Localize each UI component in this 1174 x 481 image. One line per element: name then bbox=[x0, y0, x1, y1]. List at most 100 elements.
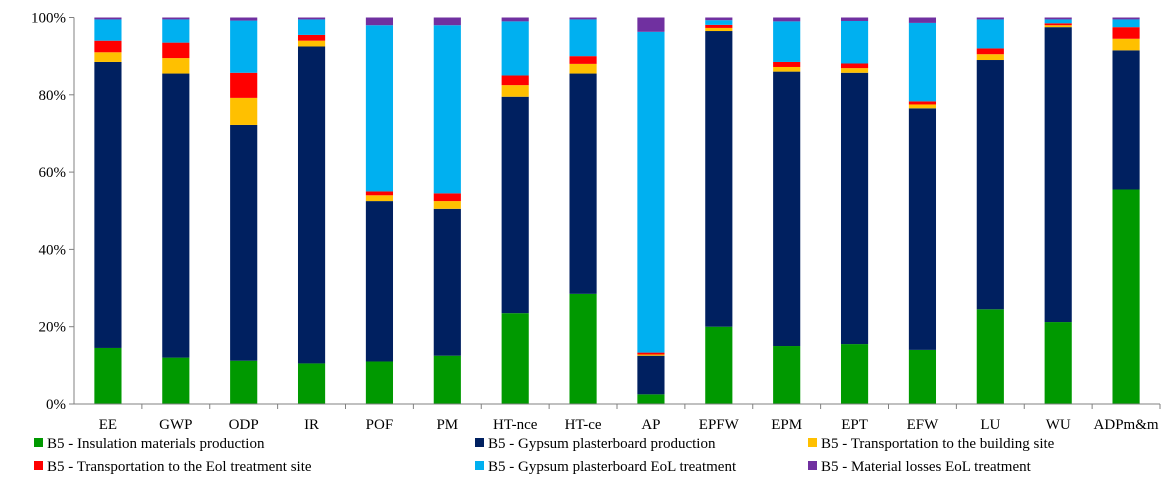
bar-segment bbox=[1044, 25, 1072, 28]
bar-segment bbox=[840, 68, 869, 73]
legend-swatch bbox=[808, 461, 817, 470]
bar-segment bbox=[365, 195, 394, 202]
bar-segment bbox=[162, 17, 190, 20]
bar-segment bbox=[162, 357, 190, 404]
bar-segment bbox=[1112, 27, 1140, 39]
x-tick-label: PM bbox=[436, 417, 458, 433]
bar-segment bbox=[976, 60, 1004, 310]
bar-segment bbox=[569, 293, 597, 404]
bar-segment bbox=[230, 20, 258, 73]
bar-segment bbox=[705, 24, 733, 28]
bar-segment bbox=[365, 17, 394, 26]
bar-segment bbox=[297, 46, 326, 364]
bar-segment bbox=[569, 73, 597, 294]
bar-segment bbox=[773, 346, 801, 404]
x-tick-label: GWP bbox=[159, 417, 192, 433]
bar-segment bbox=[773, 66, 801, 72]
y-axis: 0% 20% 40% 60% 80% 100% bbox=[31, 11, 75, 413]
x-tick-label: ADPm&m bbox=[1094, 417, 1159, 433]
bar-segment bbox=[365, 25, 394, 192]
bar-segment bbox=[501, 21, 529, 76]
bar-segment bbox=[569, 17, 597, 20]
x-tick-label: WU bbox=[1046, 417, 1071, 433]
bar-segment bbox=[976, 54, 1004, 61]
x-tick-label: HT-nce bbox=[493, 417, 538, 433]
bar-segment bbox=[94, 52, 122, 62]
x-tick-label: HT-ce bbox=[565, 417, 602, 433]
legend-swatch bbox=[475, 461, 484, 470]
legend: B5 - Insulation materials production B5 -… bbox=[34, 436, 1055, 475]
x-tick-label: POF bbox=[366, 417, 394, 433]
bar-segment bbox=[230, 360, 258, 404]
bar-segment bbox=[162, 73, 190, 358]
bar-segment bbox=[773, 17, 801, 22]
bar-segment bbox=[908, 108, 937, 350]
bar-segment bbox=[840, 72, 869, 345]
bar-segment bbox=[637, 355, 665, 395]
x-tick-label: IR bbox=[304, 417, 319, 433]
bar-segment bbox=[840, 63, 869, 69]
bar-segment bbox=[908, 22, 937, 102]
bar-segment bbox=[501, 96, 529, 314]
bar-segment bbox=[230, 97, 258, 125]
x-axis: EE GWP ODP IR POF PM HT-nce HT-ce AP EPFW EPM EPT EF… bbox=[74, 403, 1161, 433]
y-tick-label: 60% bbox=[39, 165, 67, 181]
bar-segment bbox=[1112, 17, 1140, 20]
bar-segment bbox=[976, 309, 1004, 404]
y-tick-label: 40% bbox=[39, 242, 67, 258]
bar-segment bbox=[908, 104, 937, 109]
bar-segment bbox=[637, 17, 665, 32]
bar-segment bbox=[1044, 19, 1072, 24]
bar-segment bbox=[637, 31, 665, 353]
bar-segment bbox=[976, 48, 1004, 55]
bars-group bbox=[94, 17, 1140, 404]
x-tick-label: EPT bbox=[841, 417, 868, 433]
bar-segment bbox=[705, 20, 733, 25]
bar-segment bbox=[433, 355, 461, 404]
bar-segment bbox=[705, 31, 733, 327]
bar-segment bbox=[297, 34, 326, 41]
x-tick-label: EPFW bbox=[699, 417, 740, 433]
bar-segment bbox=[908, 17, 937, 23]
legend-swatch bbox=[34, 438, 43, 447]
legend-label: B5 - Gypsum plasterboard production bbox=[488, 436, 716, 452]
x-tick-label: EPM bbox=[771, 417, 802, 433]
y-tick-label: 0% bbox=[46, 397, 66, 413]
bar-segment bbox=[230, 124, 258, 361]
bar-segment bbox=[365, 361, 394, 404]
bar-segment bbox=[162, 58, 190, 74]
bar-segment bbox=[94, 40, 122, 53]
bar-segment bbox=[297, 17, 326, 20]
legend-label: B5 - Insulation materials production bbox=[47, 436, 265, 452]
bar-segment bbox=[840, 20, 869, 64]
x-tick-label: AP bbox=[641, 417, 660, 433]
y-tick-label: 80% bbox=[39, 88, 67, 104]
legend-label: B5 - Material losses EoL treatment bbox=[821, 459, 1032, 475]
bar-segment bbox=[433, 201, 461, 209]
bar-segment bbox=[162, 42, 190, 59]
bar-segment bbox=[94, 61, 122, 348]
bar-segment bbox=[705, 27, 733, 32]
bar-segment bbox=[433, 17, 461, 26]
y-tick-label: 100% bbox=[31, 11, 66, 27]
bar-segment bbox=[162, 19, 190, 43]
legend-swatch bbox=[808, 438, 817, 447]
bar-segment bbox=[1112, 19, 1140, 28]
bar-segment bbox=[1112, 38, 1140, 51]
y-tick-label: 20% bbox=[39, 320, 67, 336]
bar-segment bbox=[840, 17, 869, 21]
bar-segment bbox=[637, 354, 665, 356]
bar-segment bbox=[1044, 27, 1072, 323]
legend-label: B5 - Gypsum plasterboard EoL treatment bbox=[488, 459, 737, 475]
legend-label: B5 - Transportation to the building site bbox=[821, 436, 1055, 452]
bar-segment bbox=[569, 63, 597, 74]
bar-segment bbox=[637, 394, 665, 404]
bar-segment bbox=[1044, 322, 1072, 404]
bar-segment bbox=[1044, 17, 1072, 20]
bar-segment bbox=[705, 326, 733, 404]
bar-segment bbox=[433, 193, 461, 202]
bar-segment bbox=[1044, 23, 1072, 26]
bar-segment bbox=[94, 19, 122, 41]
x-tick-label: EFW bbox=[907, 417, 940, 433]
